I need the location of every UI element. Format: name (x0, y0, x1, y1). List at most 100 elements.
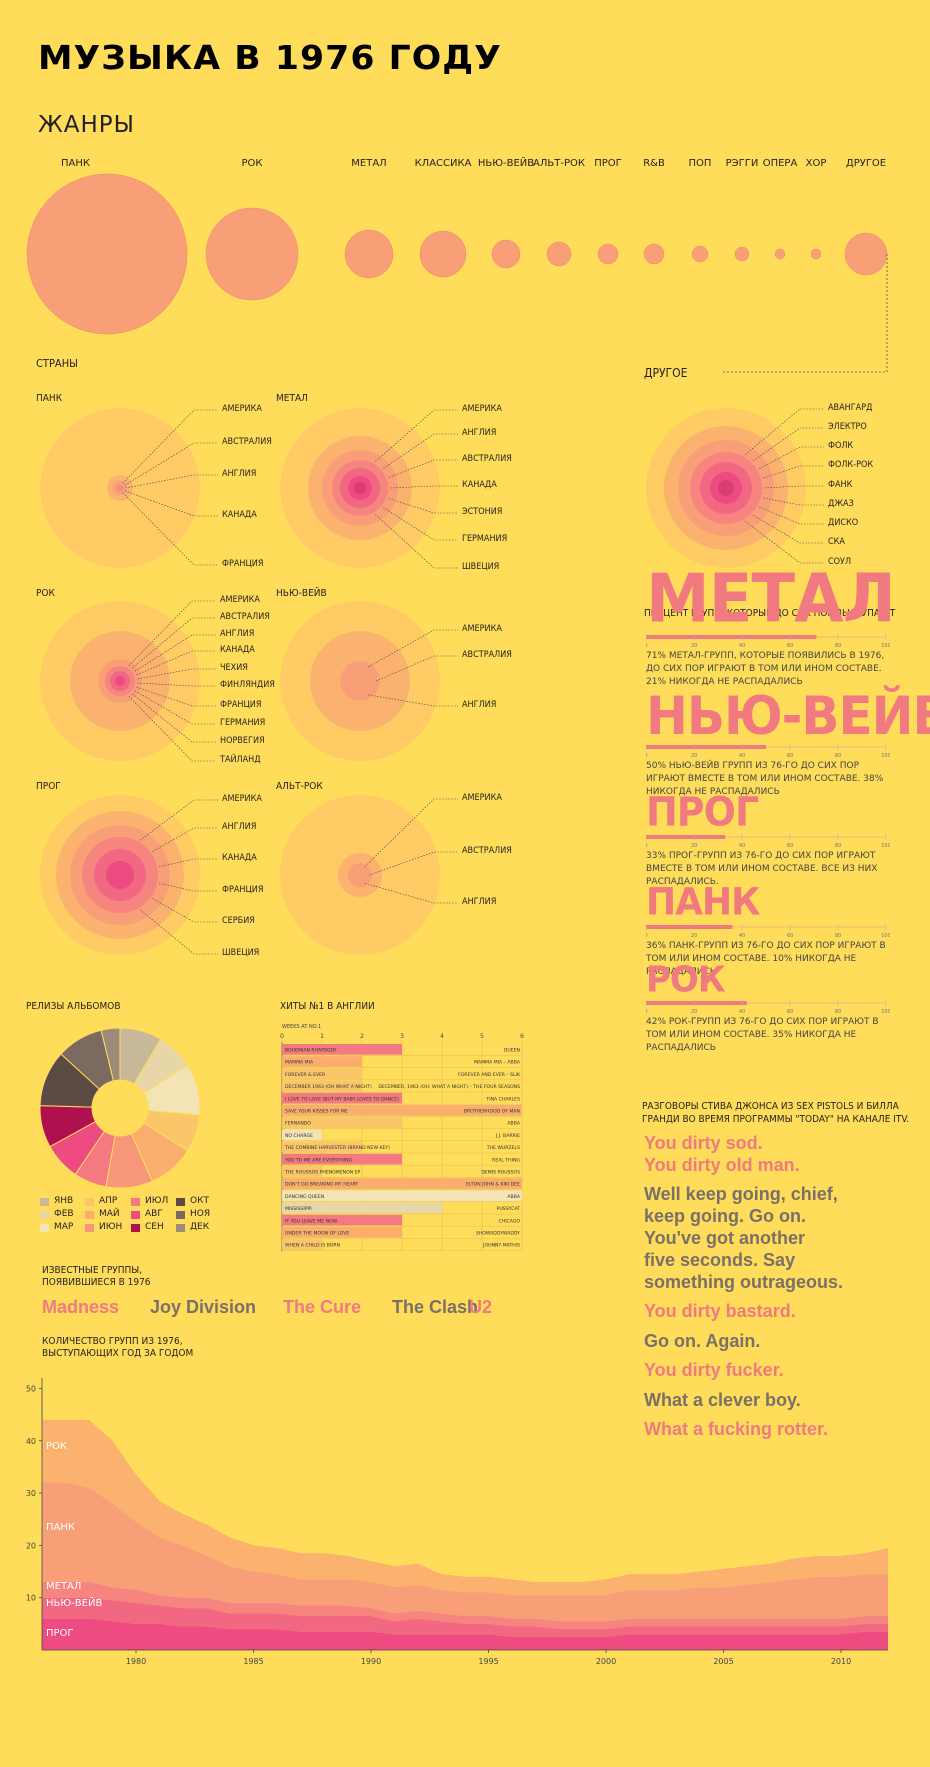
survival-bar: 0 20 40 60 80 100 (646, 744, 890, 758)
survival-genre: МЕТАЛ (646, 560, 896, 639)
survival-bar-fill (646, 925, 733, 929)
survival-genre: ПАНК (646, 880, 761, 924)
survival-tick: 100 (881, 843, 890, 848)
hits-bar (282, 1227, 402, 1238)
country-chart-title: АЛЬТ-РОК (276, 781, 323, 792)
survival-tick: 0 (646, 643, 648, 648)
country-ring (718, 480, 734, 496)
survival-bar: 0 20 40 60 80 100 (646, 924, 890, 938)
leader-line (763, 497, 824, 506)
legend-swatch (131, 1198, 140, 1206)
country-label: КАНАДА (462, 480, 497, 490)
hits-bar (282, 1190, 522, 1202)
survival-tick: 60 (787, 1009, 793, 1014)
country-label: СОУЛ (828, 557, 852, 567)
country-label: АНГЛИЯ (462, 428, 497, 438)
survival-tick: 0 (646, 753, 648, 758)
survival-heading: ПРОЦЕНТ ГРУПП, КОТОРЫЕ ДО СИХ ПОР ВЫСТУП… (644, 608, 896, 619)
legend-swatch (40, 1198, 49, 1206)
hits-bar (282, 1153, 402, 1165)
area-ytick: 30 (26, 1489, 36, 1498)
legend-label: АВГ (145, 1209, 163, 1219)
leader-line (137, 682, 216, 687)
hits-song: YOU TO ME ARE EVERYTHING (284, 1157, 353, 1163)
hits-song: SAVE YOUR KISSES FOR ME (285, 1109, 348, 1115)
genre-label-6: ПРОГ (594, 158, 622, 169)
genre-bubble-6 (597, 243, 619, 265)
survival-tick: 20 (691, 843, 697, 848)
country-label: ЧЕХИЯ (220, 663, 248, 673)
country-label: КАНАДА (220, 645, 255, 655)
country-label: КАНАДА (222, 510, 257, 520)
genre-bubble-11 (810, 248, 822, 260)
area-series-label: ПАНК (46, 1522, 75, 1533)
legend-swatch (40, 1211, 49, 1219)
country-label: АНГЛИЯ (220, 629, 255, 639)
hits-artist: DECEMBER, 1963 (OH, WHAT A NIGHT) – THE … (378, 1084, 520, 1090)
country-label: ШВЕЦИЯ (462, 562, 500, 572)
area-chart: ПРОГ НЬЮ-ВЕЙВ МЕТАЛ РОК ПАНК 10 20 30 40 50 1980 19… (26, 1378, 888, 1666)
genre-bubble-3 (419, 230, 467, 278)
country-label: ЭЛЕКТРО (828, 422, 867, 432)
hits-song: DON'T GO BREAKING MY HEART (285, 1182, 359, 1188)
genre-bubble-4 (491, 239, 521, 269)
hits-song: BOHEMIAN RHAPSODY (285, 1048, 337, 1054)
legend-swatch (85, 1198, 94, 1206)
area-xtick: 1995 (478, 1657, 498, 1666)
hits-song: WHEN A CHILD IS BORN (285, 1243, 340, 1249)
hits-artist: BROTHERHOOD OF MAN (464, 1109, 520, 1115)
country-label: ФАНК (828, 480, 853, 490)
area-xtick: 1985 (243, 1657, 263, 1666)
hits-song: THE COMBINE HARVESTER (BRAND NEW KEY) (284, 1145, 390, 1151)
leader-line (759, 446, 824, 470)
hits-chart: WEEKS AT NO.1 0 1 2 3 4 5 6 BOHEMIAN RHAPSODY QUE… (280, 1024, 524, 1252)
hits-song: MISSISSIPPI (285, 1206, 312, 1212)
quote-line: Go on. Again. (644, 1331, 761, 1351)
survival-tick: 40 (739, 1009, 745, 1014)
leader-line (128, 696, 216, 762)
area-ytick: 40 (26, 1437, 36, 1446)
country-ring (348, 863, 372, 887)
leader-line (762, 465, 824, 479)
country-label: АНГЛИЯ (462, 897, 497, 907)
legend-swatch (131, 1211, 140, 1219)
genre-bubble-10 (774, 248, 786, 260)
area-xtick: 1980 (126, 1657, 146, 1666)
genre-bubble-0 (26, 173, 188, 335)
country-label: СЕРБИЯ (222, 916, 255, 926)
survival-note: 42% РОК-ГРУПП ИЗ 76-ГО ДО СИХ ПОР ИГРАЮТ… (646, 1017, 879, 1053)
quote-line: What a clever boy. (644, 1390, 801, 1410)
hits-song: NO CHARGE (285, 1133, 313, 1139)
leader-line (159, 883, 218, 892)
legend-swatch (40, 1224, 49, 1232)
leader-line (383, 507, 458, 541)
leader-line (125, 474, 218, 489)
leader-line (764, 485, 824, 489)
quote-line: You dirty sod. You dirty old man. (644, 1133, 800, 1175)
country-chart-5 (280, 795, 458, 955)
genre-label-3: КЛАССИКА (414, 158, 472, 169)
hits-song: DANCING QUEEN (285, 1194, 324, 1200)
leader-line (752, 427, 824, 462)
other-connector (722, 254, 888, 373)
survival-tick: 0 (646, 933, 648, 938)
legend-label: ДЕК (190, 1222, 210, 1232)
country-label: АМЕРИКА (462, 793, 502, 803)
legend-label: ОКТ (190, 1196, 209, 1206)
countries-heading: СТРАНЫ (36, 357, 78, 370)
survival-tick: 80 (835, 753, 841, 758)
legend-swatch (131, 1224, 140, 1232)
legend-label: МАЙ (99, 1209, 120, 1219)
genre-bubble-2 (344, 229, 394, 279)
band-name: The Cure (283, 1297, 362, 1317)
area-ytick: 10 (26, 1594, 36, 1603)
survival-tick: 100 (881, 753, 890, 758)
hits-artist: ELTON JOHN & KIKI DEE (466, 1182, 520, 1188)
survival-tick: 80 (835, 843, 841, 848)
country-label: ДЖАЗ (828, 499, 854, 509)
country-label: АНГЛИЯ (462, 700, 497, 710)
leader-line (745, 521, 824, 564)
survival-tick: 80 (835, 933, 841, 938)
hits-tick: 5 (480, 1033, 484, 1040)
country-ring (117, 485, 123, 491)
